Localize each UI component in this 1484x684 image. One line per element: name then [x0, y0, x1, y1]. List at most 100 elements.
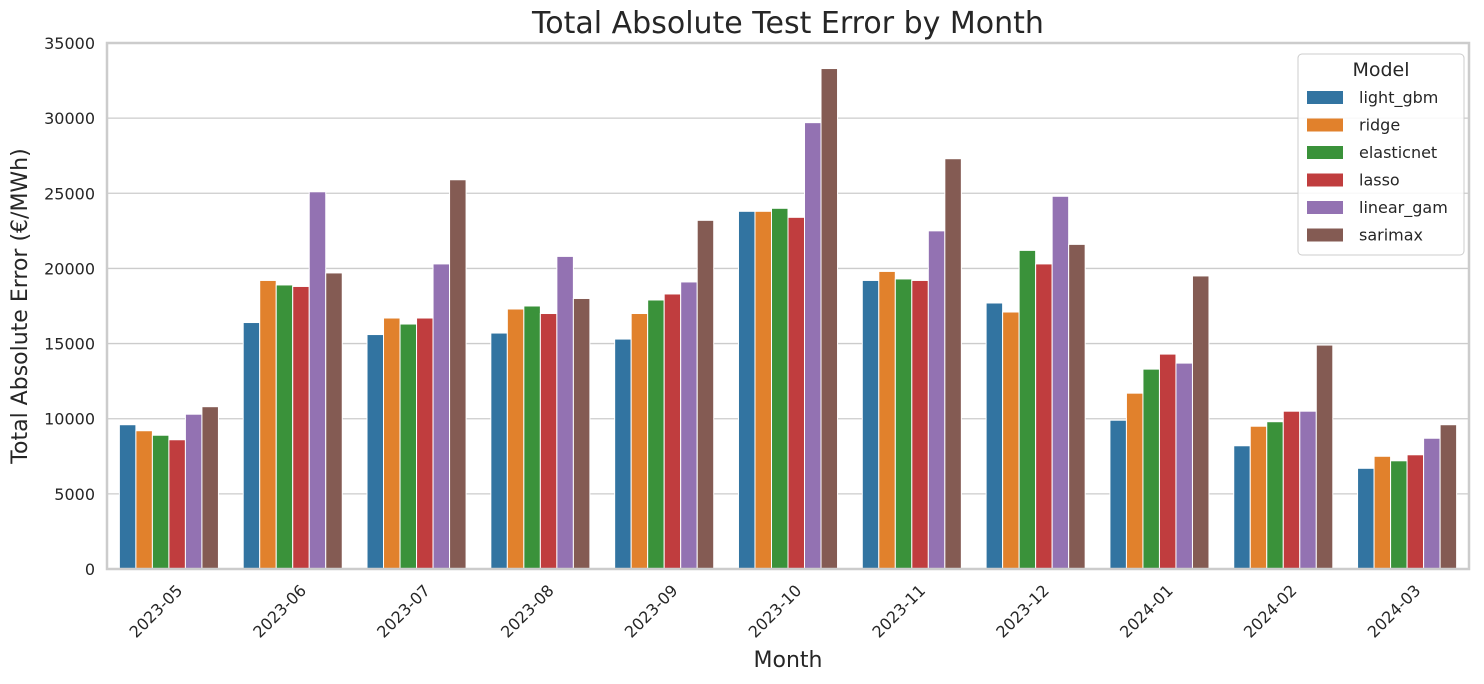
bar-sarimax-2023-06: [325, 272, 343, 570]
bar-linear_gam-2023-11: [927, 230, 946, 570]
legend-swatch-lasso: [1307, 173, 1343, 187]
bar-ridge-2023-05: [135, 430, 153, 570]
bar-elasticnet-2024-01: [1142, 368, 1160, 570]
bar-linear_gam-2024-03: [1423, 437, 1441, 570]
bar-lasso-2023-12: [1035, 263, 1053, 570]
bar-light_gbm-2023-10: [737, 210, 756, 570]
y-tick-label: 10000: [44, 410, 95, 429]
bar-sarimax-2023-11: [944, 158, 962, 570]
legend-label: elasticnet: [1359, 143, 1437, 162]
bar-linear_gam-2024-02: [1299, 410, 1317, 570]
bar-elasticnet-2023-11: [894, 278, 913, 570]
legend-label: ridge: [1359, 116, 1400, 135]
legend-label: linear_gam: [1359, 198, 1448, 218]
bar-ridge-2023-10: [754, 210, 772, 570]
x-tick-label: 2023-11: [868, 581, 929, 642]
bar-linear_gam-2023-06: [308, 191, 327, 570]
legend-title: Model: [1352, 59, 1409, 81]
bar-light_gbm-2023-06: [242, 322, 261, 570]
x-tick-label: 2024-02: [1240, 581, 1301, 642]
bar-sarimax-2024-02: [1315, 344, 1334, 570]
bar-light_gbm-2024-02: [1233, 445, 1251, 570]
bar-ridge-2023-12: [1002, 311, 1020, 570]
bar-linear_gam-2024-01: [1175, 362, 1193, 570]
bar-lasso-2023-06: [292, 285, 310, 570]
legend-swatch-light_gbm: [1307, 91, 1343, 104]
y-tick-label: 35000: [44, 34, 95, 53]
bar-linear_gam-2023-07: [432, 263, 451, 570]
bar-sarimax-2024-03: [1439, 424, 1458, 570]
bar-lasso-2023-08: [539, 313, 558, 570]
bar-elasticnet-2024-03: [1390, 460, 1408, 570]
bar-lasso-2023-07: [416, 317, 434, 570]
x-tick-label: 2023-06: [249, 581, 310, 642]
x-tick-label: 2023-08: [497, 581, 558, 642]
bars: [118, 68, 1458, 570]
bar-ridge-2023-07: [383, 317, 401, 570]
y-tick-labels: 0 5000 10000 15000 20000 25000 30000 35000: [44, 34, 95, 579]
bar-light_gbm-2023-09: [614, 338, 632, 570]
bar-lasso-2023-05: [168, 439, 186, 570]
x-tick-label: 2023-07: [373, 581, 434, 642]
bar-lasso-2023-11: [911, 279, 929, 570]
bar-linear_gam-2023-10: [804, 122, 822, 570]
bar-light_gbm-2023-05: [118, 424, 137, 570]
bar-elasticnet-2024-02: [1266, 421, 1284, 570]
bar-ridge-2024-01: [1125, 392, 1144, 570]
legend-label: light_gbm: [1359, 88, 1438, 108]
legend-label: sarimax: [1359, 226, 1423, 245]
bar-elasticnet-2023-10: [770, 207, 789, 570]
bar-sarimax-2024-01: [1191, 275, 1210, 570]
x-tick-label: 2024-01: [1116, 581, 1177, 642]
x-axis-title: Month: [754, 648, 823, 673]
y-axis-title: Total Absolute Error (€/MWh): [8, 148, 33, 464]
x-tick-label: 2023-10: [745, 581, 806, 642]
bar-lasso-2024-01: [1158, 353, 1177, 570]
bar-sarimax-2023-09: [696, 219, 715, 570]
bar-linear_gam-2023-08: [556, 255, 574, 570]
bar-sarimax-2023-12: [1068, 243, 1086, 570]
y-tick-label: 30000: [44, 109, 95, 128]
legend-swatch-elasticnet: [1307, 146, 1343, 159]
bar-linear_gam-2023-12: [1051, 195, 1070, 570]
bar-elasticnet-2023-07: [399, 323, 418, 570]
plot-frame: [105, 41, 1471, 571]
bar-linear_gam-2023-09: [680, 281, 698, 570]
bar-light_gbm-2023-08: [490, 332, 508, 570]
bar-lasso-2023-09: [663, 293, 682, 570]
bar-lasso-2023-10: [787, 216, 806, 570]
bar-sarimax-2023-10: [820, 68, 839, 570]
bar-linear_gam-2023-05: [184, 413, 203, 570]
bar-ridge-2023-09: [630, 313, 649, 570]
x-tick-label: 2023-05: [126, 581, 187, 642]
y-tick-label: 15000: [44, 335, 95, 354]
bar-light_gbm-2023-12: [985, 302, 1004, 570]
bar-ridge-2023-06: [259, 279, 277, 570]
bar-elasticnet-2023-09: [647, 299, 665, 570]
bar-light_gbm-2023-07: [366, 334, 385, 570]
y-tick-label: 5000: [54, 485, 95, 504]
legend-swatch-ridge: [1307, 118, 1343, 132]
bar-elasticnet-2023-06: [275, 284, 294, 570]
bar-sarimax-2023-08: [572, 297, 591, 570]
legend-swatch-sarimax: [1307, 228, 1343, 242]
y-tick-label: 0: [85, 560, 95, 579]
bar-elasticnet-2023-05: [151, 434, 170, 570]
bar-ridge-2024-03: [1373, 455, 1392, 570]
bar-sarimax-2023-05: [201, 406, 219, 570]
bar-light_gbm-2023-11: [861, 279, 880, 570]
y-tick-label: 25000: [44, 184, 95, 203]
bar-elasticnet-2023-08: [523, 305, 541, 570]
chart-title: Total Absolute Test Error by Month: [531, 6, 1044, 41]
bar-light_gbm-2024-03: [1357, 467, 1375, 570]
legend-label: lasso: [1359, 171, 1400, 190]
bar-sarimax-2023-07: [449, 179, 467, 570]
bar-light_gbm-2024-01: [1109, 419, 1127, 570]
bar-lasso-2024-02: [1282, 410, 1301, 570]
bar-lasso-2024-03: [1406, 454, 1425, 570]
x-tick-label: 2024-03: [1364, 581, 1425, 642]
